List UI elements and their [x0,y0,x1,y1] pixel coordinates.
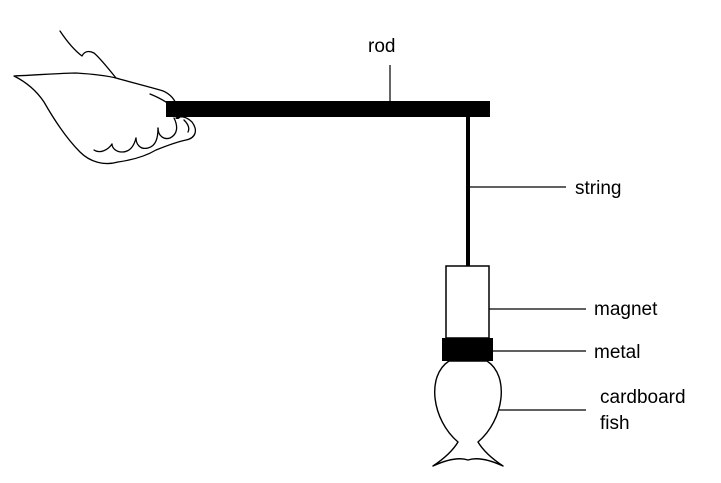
string-label: string [575,178,621,199]
leader-lines [389,65,586,411]
hand-nail-line [183,119,190,133]
cardboard-label: cardboard [600,387,686,408]
hand-knuckle-3 [111,137,137,153]
hand-icon [13,30,197,165]
hand-finger-upper [115,77,177,105]
rod-label: rod [368,36,395,57]
magnet [445,265,490,339]
rod [166,101,490,117]
string [466,117,470,266]
hand-knuckle-4 [93,143,113,153]
metal-label: metal [594,342,640,363]
cardboard-fish [432,360,504,467]
fish-label: fish [600,413,630,434]
hand-knuckle-2 [135,127,159,150]
hand-knuckle-1 [157,117,178,140]
magnet-label: magnet [594,299,658,320]
metal [442,338,493,361]
hand-outline [13,30,197,165]
